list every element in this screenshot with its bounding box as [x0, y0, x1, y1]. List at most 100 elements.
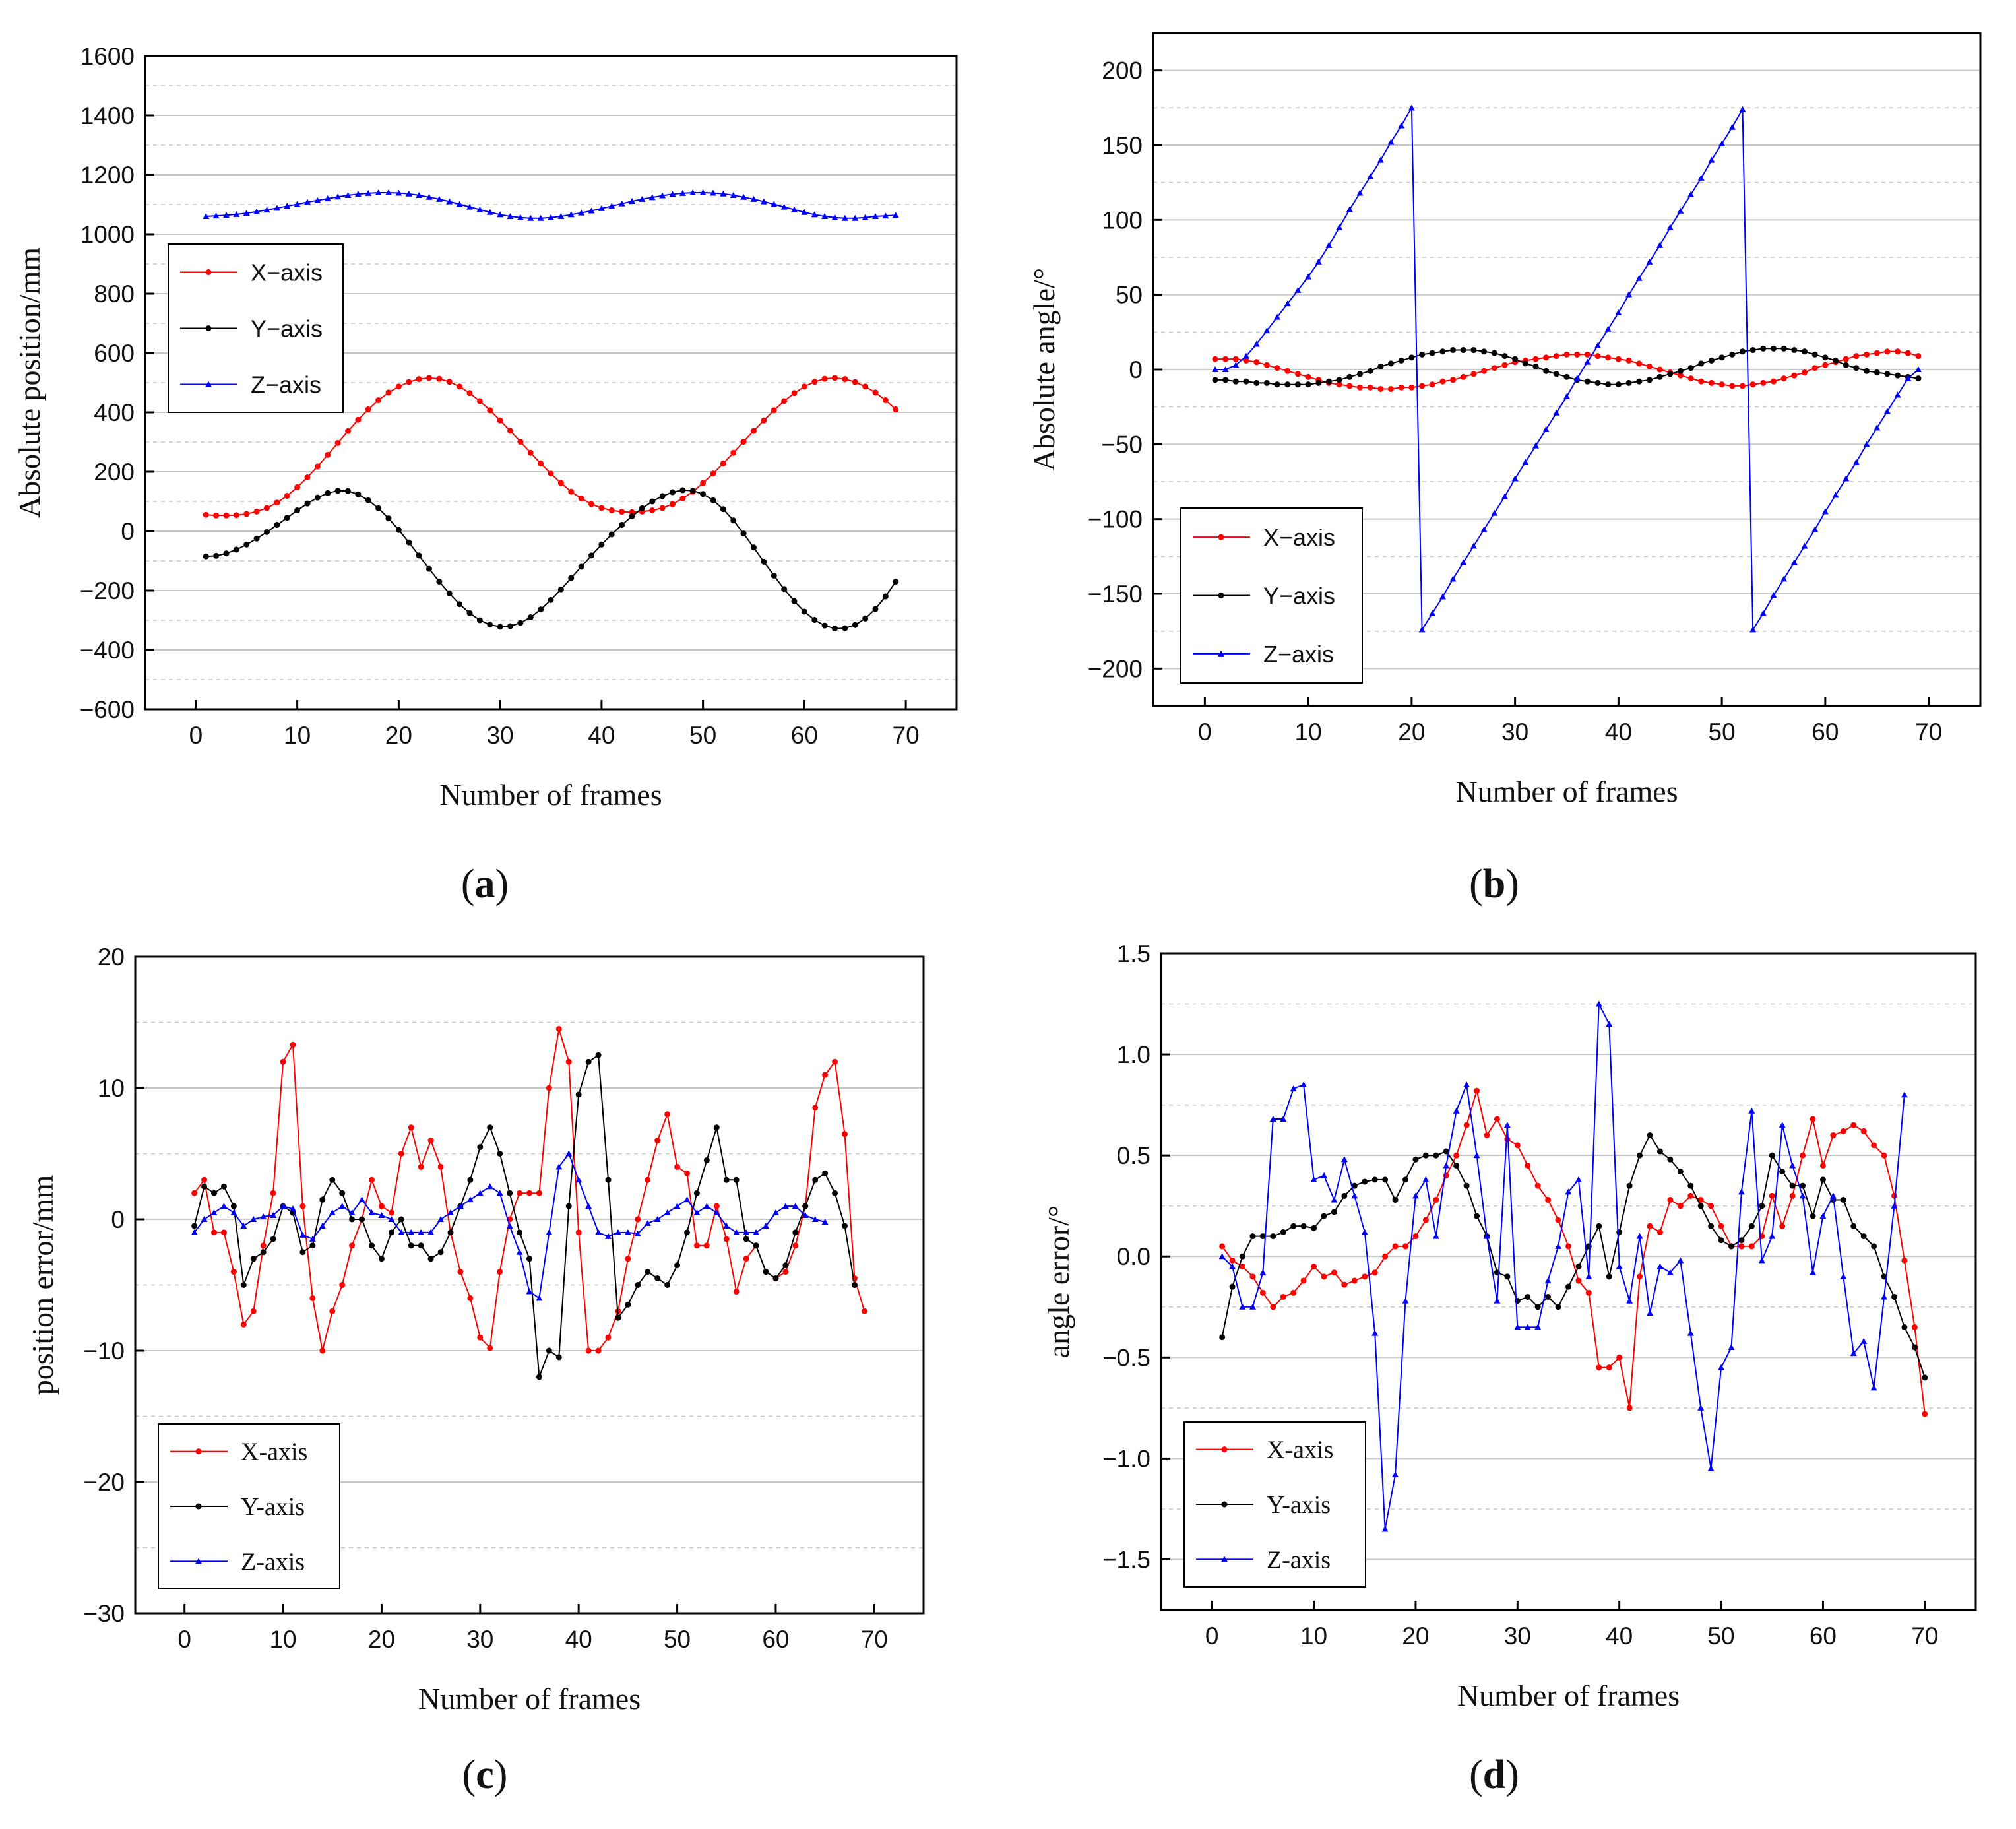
data-point-y	[684, 1229, 690, 1236]
data-point-y	[1351, 1182, 1358, 1189]
data-point-x	[832, 1058, 838, 1065]
data-point-z	[644, 1219, 651, 1226]
y-axis-label: position error/mm	[26, 1175, 59, 1396]
x-tick-label: 70	[1911, 1622, 1938, 1650]
y-tick-label: −200	[1088, 655, 1143, 682]
data-point-z	[201, 1216, 208, 1222]
data-point-y	[1718, 354, 1725, 361]
data-point-y	[1481, 348, 1488, 355]
data-point-y	[1429, 350, 1435, 356]
data-point-z	[210, 1209, 218, 1216]
legend-marker-x	[195, 1448, 202, 1455]
data-point-z	[683, 1196, 691, 1203]
data-point-z	[753, 1229, 760, 1235]
data-point-x	[842, 1131, 848, 1138]
data-point-x	[1646, 363, 1653, 369]
x-tick-label: 30	[466, 1626, 493, 1653]
data-point-y	[1305, 381, 1311, 388]
data-point-z	[1259, 1269, 1267, 1275]
caption-letter: c	[476, 1752, 494, 1797]
legend-label-z: Z−axis	[251, 371, 321, 399]
data-point-z	[1249, 1303, 1256, 1310]
data-point-x	[1429, 381, 1435, 388]
y-tick-label: 1.0	[1117, 1041, 1150, 1068]
data-point-z	[1280, 1116, 1287, 1122]
data-point-z	[1594, 342, 1602, 348]
data-point-z	[1534, 1324, 1542, 1330]
data-point-y	[674, 1262, 681, 1269]
data-point-x	[426, 375, 432, 381]
data-point-x	[751, 428, 757, 434]
x-axis-label: Number of frames	[418, 1682, 641, 1716]
data-point-x	[852, 379, 858, 385]
data-point-x	[575, 1229, 582, 1236]
data-point-y	[664, 1282, 671, 1288]
data-point-x	[191, 1190, 198, 1196]
data-point-y	[1325, 378, 1332, 385]
data-point-x	[1565, 1243, 1571, 1250]
data-point-z	[233, 210, 240, 217]
data-point-x	[1656, 1229, 1663, 1235]
data-point-z	[1269, 1116, 1276, 1122]
data-point-y	[1357, 371, 1363, 377]
data-point-y	[882, 593, 889, 600]
data-point-z	[447, 1209, 454, 1216]
caption-paren: (	[1469, 862, 1483, 907]
data-point-z	[365, 189, 372, 196]
data-point-y	[1341, 1192, 1348, 1199]
data-point-x	[375, 397, 382, 404]
data-point-z	[575, 1176, 583, 1183]
data-point-z	[1480, 526, 1488, 532]
data-point-z	[1402, 1297, 1409, 1304]
data-point-z	[1748, 1107, 1755, 1114]
data-point-y	[1769, 1152, 1775, 1159]
legend-marker-y	[1221, 1501, 1228, 1508]
data-point-y	[670, 489, 676, 496]
x-tick-label: 60	[762, 1626, 789, 1653]
data-point-x	[1555, 1217, 1561, 1223]
data-point-z	[598, 205, 605, 211]
data-point-x	[1439, 378, 1446, 385]
data-point-z	[1891, 1202, 1898, 1209]
data-point-x	[1534, 1182, 1541, 1189]
data-point-y	[1677, 368, 1684, 374]
data-point-x	[555, 1025, 562, 1032]
data-point-x	[1280, 1293, 1286, 1300]
data-point-x	[213, 512, 220, 519]
data-point-x	[1738, 1243, 1745, 1250]
data-point-y	[201, 1183, 208, 1190]
data-point-x	[1450, 377, 1457, 383]
data-point-x	[1263, 362, 1270, 368]
data-point-y	[1626, 1182, 1633, 1189]
data-point-y	[740, 530, 747, 537]
data-point-x	[1626, 1405, 1633, 1411]
x-tick-label: 40	[565, 1626, 592, 1653]
y-tick-label: −150	[1088, 581, 1143, 608]
data-point-z	[1346, 206, 1353, 212]
data-point-x	[710, 470, 716, 477]
data-point-z	[1473, 1152, 1480, 1159]
y-tick-label: 800	[94, 280, 135, 307]
series-group	[1212, 104, 1922, 633]
chart-c: −30 −20 −10 0 10 20 0 10 20 30 40 50 60 70 Number of f…	[26, 944, 925, 1797]
data-point-x	[1433, 1197, 1439, 1203]
data-point-x	[309, 1295, 316, 1301]
data-point-z	[713, 1209, 720, 1216]
data-point-y	[1864, 368, 1870, 374]
x-tick-label: 50	[689, 722, 716, 749]
data-point-x	[1253, 359, 1260, 366]
data-point-y	[426, 565, 432, 572]
y-tick-label: −400	[80, 637, 135, 664]
data-point-y	[625, 1301, 631, 1308]
y-axis-label: Absolute position/mm	[13, 247, 46, 518]
legend-marker-x	[205, 269, 212, 275]
legend-label-x: X−axis	[251, 259, 323, 286]
data-point-y	[274, 522, 280, 529]
chart-d: −1.5 −1.0 −0.5 0.0 0.5 1.0 1.5 0 10 20 30 40 50 60 70 N…	[1042, 940, 1977, 1797]
data-point-z	[486, 1183, 493, 1190]
data-point-y	[1367, 368, 1373, 374]
data-point-x	[1422, 1217, 1429, 1223]
data-point-z	[733, 1229, 740, 1235]
data-point-y	[679, 487, 686, 494]
